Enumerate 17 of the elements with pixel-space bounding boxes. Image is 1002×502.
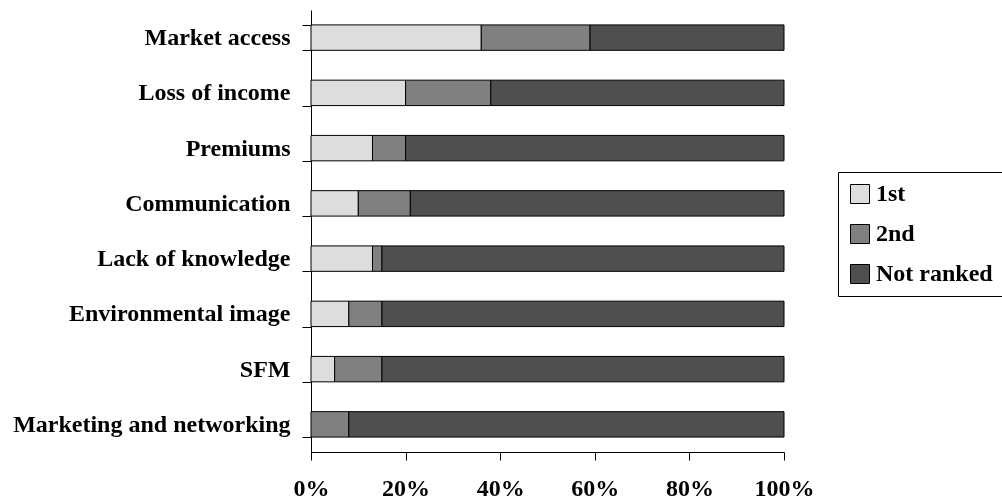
x-tick-label: 20% [382,474,431,501]
y-tick-label: Market access [144,24,291,51]
y-tick-label: Environmental image [68,300,291,327]
x-tick-label: 100% [754,474,815,501]
legend-label: Not ranked [876,260,994,286]
y-tick-label: Marketing and networking [13,410,291,437]
y-tick-label: Loss of income [138,79,291,106]
x-tick-label: 60% [571,474,620,501]
x-tick-label: 0% [293,474,330,501]
legend-label: 1st [876,180,906,206]
x-tick-label: 80% [665,474,714,501]
y-tick-label: Lack of knowledge [97,245,291,272]
y-tick-label: SFM [239,355,291,382]
legend-label: 2nd [876,220,916,246]
y-tick-label: Premiums [185,134,291,161]
y-tick-label: Communication [125,189,291,216]
x-tick-label: 40% [476,474,525,501]
